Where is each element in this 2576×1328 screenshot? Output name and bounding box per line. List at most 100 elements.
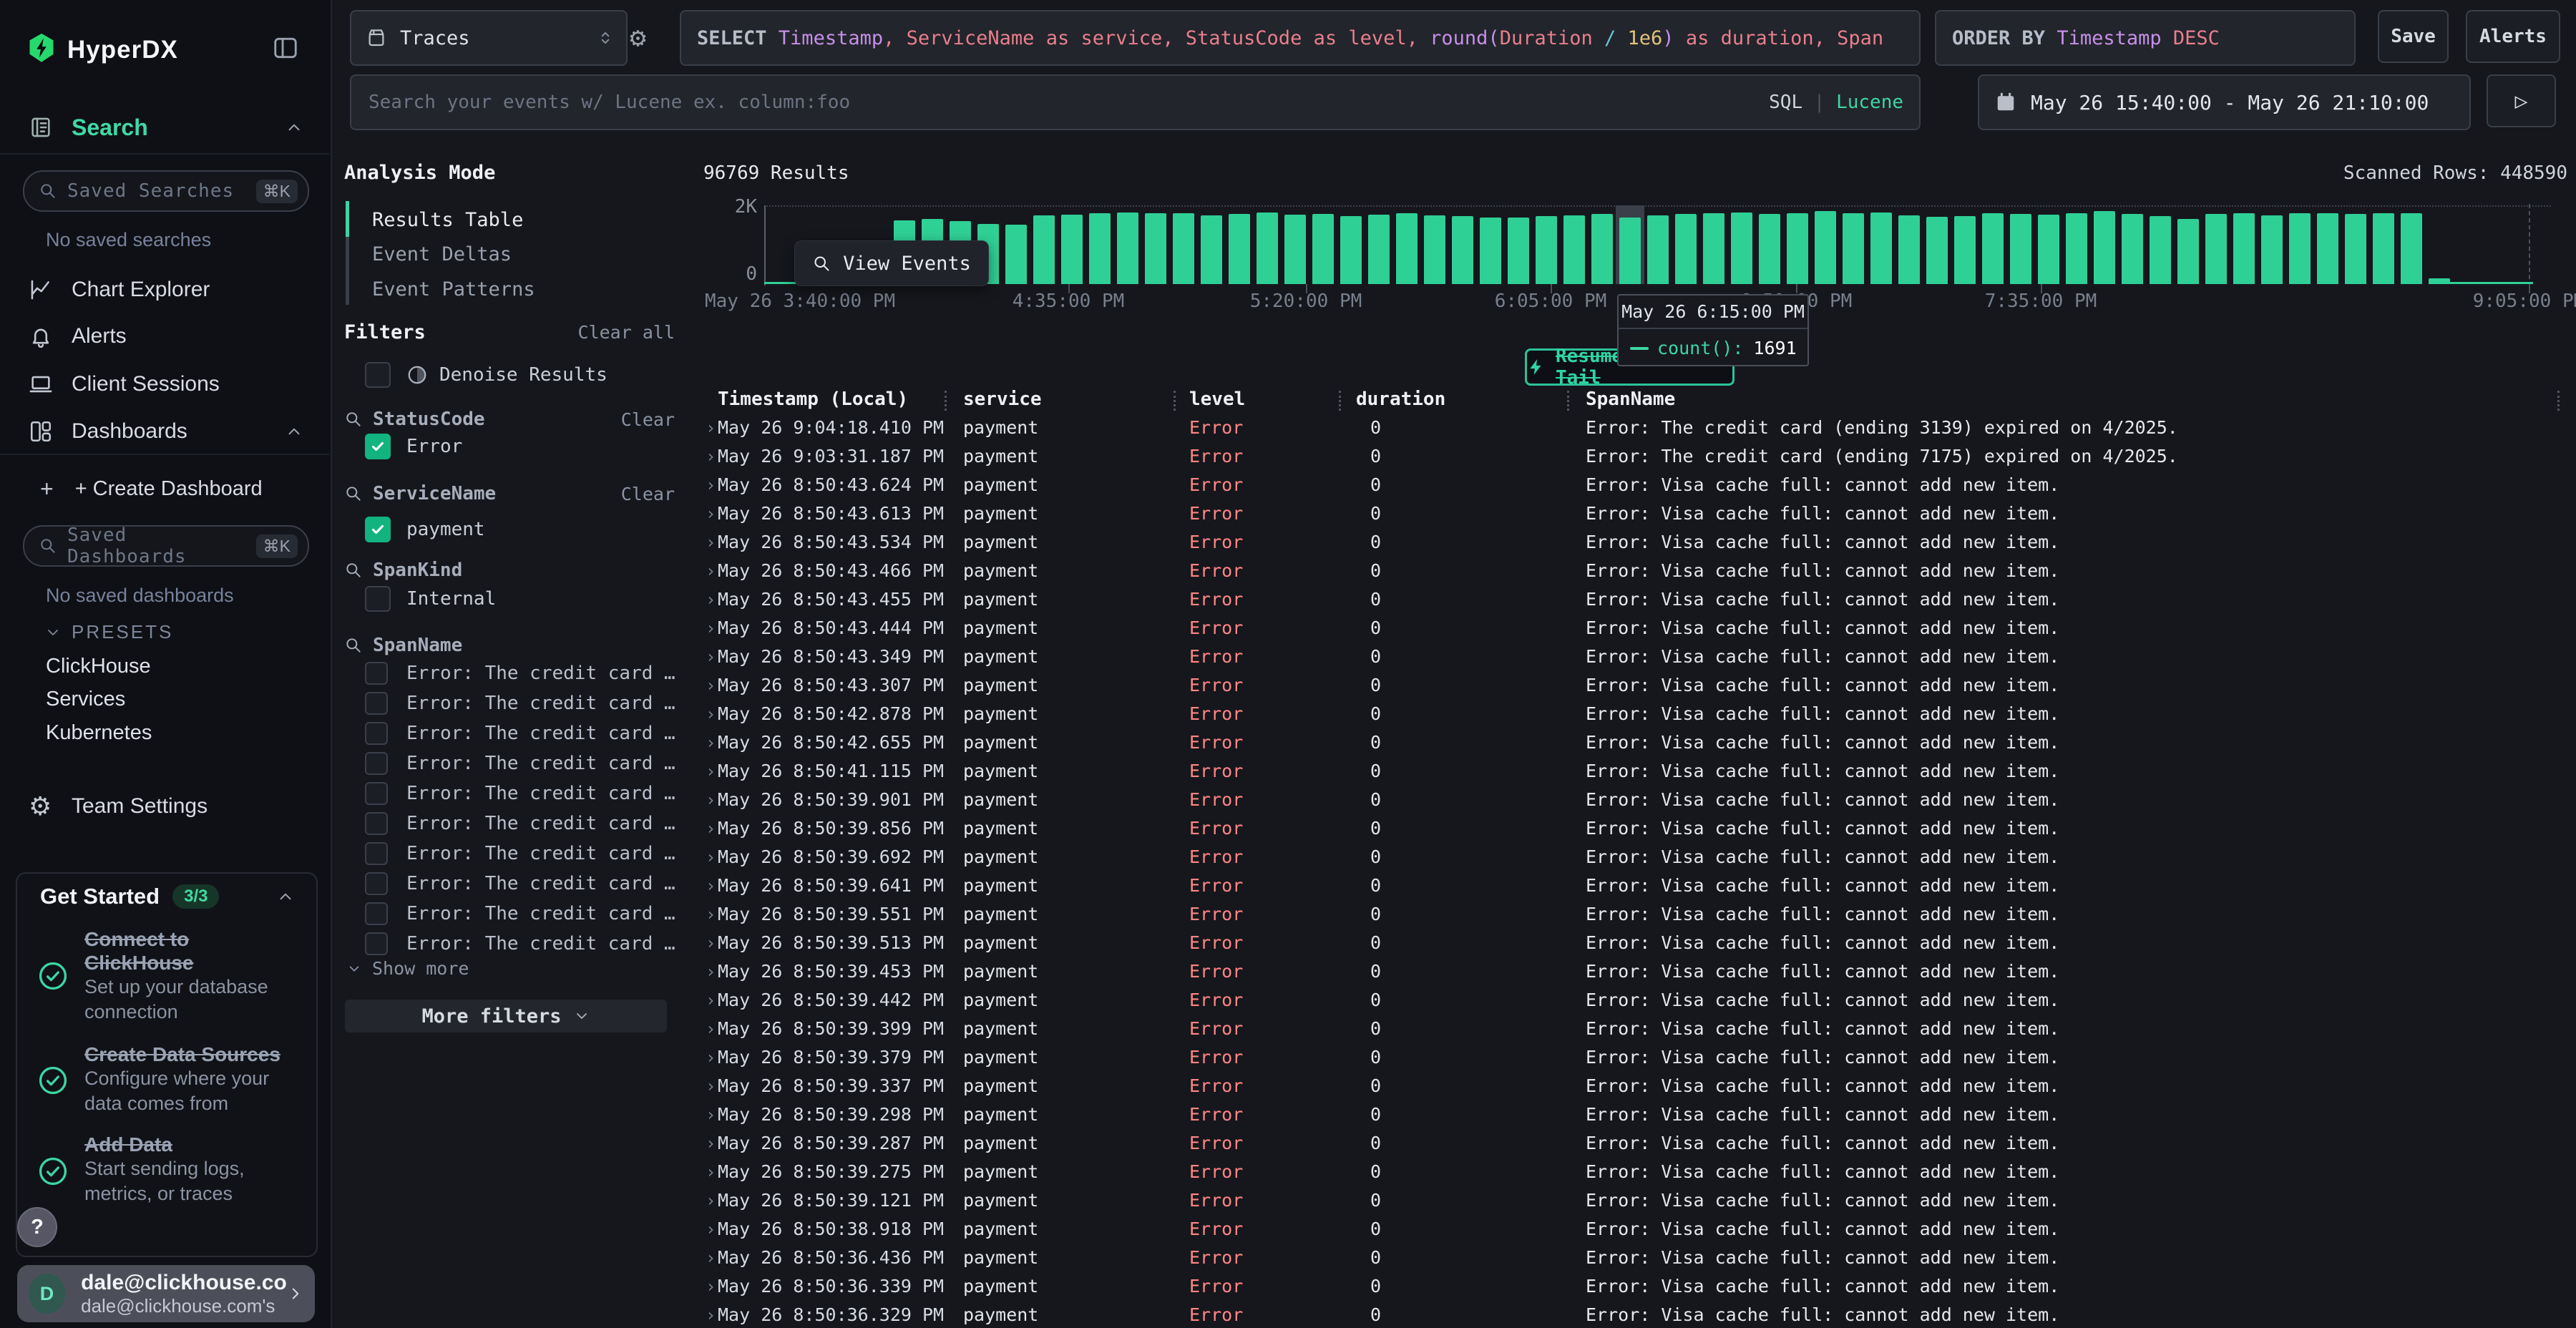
table-row[interactable]: › May 26 8:50:42.878 PM payment Error 0 Error… — [331, 700, 2576, 728]
col-header-duration[interactable]: duration — [1356, 389, 1446, 410]
table-row[interactable]: › May 26 8:50:39.275 PM payment Error 0 Error… — [331, 1158, 2576, 1186]
chevron-up-icon[interactable] — [276, 887, 295, 906]
checkbox-unchecked[interactable] — [365, 586, 391, 612]
chevron-up-icon[interactable] — [285, 422, 303, 441]
table-row[interactable]: › May 26 8:50:39.641 PM payment Error 0 Error… — [331, 872, 2576, 900]
chart-bar[interactable] — [1452, 216, 1473, 284]
row-expand-chevron-icon[interactable]: › — [706, 1248, 716, 1268]
search-input[interactable] — [367, 91, 1770, 114]
row-expand-chevron-icon[interactable]: › — [706, 675, 716, 695]
chart-bar[interactable] — [2401, 213, 2422, 284]
row-expand-chevron-icon[interactable]: › — [706, 790, 716, 810]
chart-bar[interactable] — [2261, 215, 2283, 284]
row-expand-chevron-icon[interactable]: › — [706, 1019, 716, 1039]
column-resize-handle[interactable] — [945, 391, 947, 411]
row-expand-chevron-icon[interactable]: › — [706, 990, 716, 1010]
table-row[interactable]: › May 26 8:50:39.692 PM payment Error 0 Error… — [331, 843, 2576, 872]
row-expand-chevron-icon[interactable]: › — [706, 761, 716, 781]
chart-bar[interactable] — [2122, 214, 2143, 284]
row-expand-chevron-icon[interactable]: › — [706, 1048, 716, 1068]
chart-bar[interactable] — [2205, 214, 2227, 284]
chart-bar[interactable] — [1117, 213, 1138, 284]
sidebar-item-search[interactable]: Search — [0, 107, 329, 147]
filter-checkbox-spanname[interactable]: Error: The credit card … — [365, 662, 675, 685]
sidebar-item-client-sessions[interactable]: Client Sessions — [0, 364, 329, 404]
saved-searches-input[interactable]: Saved Searches ⌘K — [23, 170, 309, 212]
denoise-results-checkbox[interactable]: Denoise Results — [365, 362, 608, 388]
chart-bar[interactable] — [1647, 215, 1669, 284]
chart-bar[interactable] — [1731, 213, 1752, 284]
table-row[interactable]: › May 26 8:50:42.655 PM payment Error 0 Error… — [331, 728, 2576, 757]
row-expand-chevron-icon[interactable]: › — [706, 475, 716, 495]
checkbox-unchecked[interactable] — [365, 362, 391, 388]
chart-bar[interactable] — [1145, 213, 1166, 284]
preset-item-clickhouse[interactable]: ClickHouse — [46, 655, 151, 678]
table-row[interactable]: › May 26 8:50:36.339 PM payment Error 0 Error… — [331, 1272, 2576, 1301]
alerts-button[interactable]: Alerts — [2466, 10, 2560, 63]
row-expand-chevron-icon[interactable]: › — [706, 647, 716, 667]
analysis-mode-event-patterns[interactable]: Event Patterns — [372, 278, 535, 301]
chart-bar[interactable] — [1675, 214, 1697, 284]
chart-bar[interactable] — [2094, 211, 2115, 284]
table-row[interactable]: › May 26 9:03:31.187 PM payment Error 0 Error… — [331, 442, 2576, 471]
analysis-mode-event-deltas[interactable]: Event Deltas — [372, 243, 512, 265]
row-expand-chevron-icon[interactable]: › — [706, 1276, 716, 1297]
chart-bar[interactable] — [1843, 213, 1864, 284]
filter-checkbox-spanname[interactable]: Error: The credit card … — [365, 842, 675, 865]
table-row[interactable]: › May 26 8:50:43.624 PM payment Error 0 Error… — [331, 471, 2576, 499]
table-row[interactable]: › May 26 8:50:39.287 PM payment Error 0 Error… — [331, 1129, 2576, 1158]
table-row[interactable]: › May 26 8:50:43.613 PM payment Error 0 Error… — [331, 499, 2576, 528]
chart-bar[interactable] — [2177, 219, 2199, 284]
chart-bar[interactable] — [1703, 213, 1724, 284]
table-row[interactable]: › May 26 8:50:39.453 PM payment Error 0 Error… — [331, 957, 2576, 986]
table-row[interactable]: › May 26 8:50:36.436 PM payment Error 0 Error… — [331, 1244, 2576, 1272]
preset-item-services[interactable]: Services — [46, 688, 126, 711]
checkbox-unchecked[interactable] — [365, 722, 388, 745]
chart-bar[interactable] — [1368, 215, 1390, 284]
checkbox-checked[interactable] — [365, 517, 391, 542]
checkbox-unchecked[interactable] — [365, 662, 388, 685]
row-expand-chevron-icon[interactable]: › — [706, 1191, 716, 1211]
chart-bar[interactable] — [1396, 213, 1418, 284]
table-row[interactable]: › May 26 8:50:39.121 PM payment Error 0 Error… — [331, 1186, 2576, 1215]
clear-filter-button[interactable]: Clear — [620, 483, 675, 504]
chart-bar[interactable] — [2038, 215, 2059, 284]
lang-toggle-lucene[interactable]: Lucene — [1836, 92, 1903, 113]
column-resize-handle[interactable] — [1174, 391, 1176, 411]
chart-bar[interactable] — [1954, 216, 1976, 284]
run-query-button[interactable]: ▷ — [2487, 74, 2556, 127]
chart-bar[interactable] — [2066, 213, 2087, 284]
row-expand-chevron-icon[interactable]: › — [706, 1162, 716, 1182]
chart-bar[interactable] — [2233, 213, 2255, 284]
table-row[interactable]: › May 26 8:50:39.513 PM payment Error 0 Error… — [331, 929, 2576, 957]
filter-checkbox-spanname[interactable]: Error: The credit card … — [365, 722, 675, 745]
row-expand-chevron-icon[interactable]: › — [706, 504, 716, 524]
table-row[interactable]: › May 26 8:50:43.307 PM payment Error 0 Error… — [331, 671, 2576, 700]
analysis-mode-results-table[interactable]: Results Table — [372, 209, 524, 231]
chart-bar[interactable] — [2429, 278, 2450, 284]
checkbox-unchecked[interactable] — [365, 842, 388, 865]
column-resize-handle[interactable] — [1567, 391, 1569, 411]
chart-bar[interactable] — [1173, 213, 1194, 284]
column-resize-handle[interactable] — [2557, 391, 2560, 411]
chart-bar[interactable] — [1759, 214, 1780, 284]
table-row[interactable]: › May 26 9:04:18.410 PM payment Error 0 Error… — [331, 414, 2576, 442]
row-expand-chevron-icon[interactable]: › — [706, 446, 716, 467]
table-row[interactable]: › May 26 8:50:43.444 PM payment Error 0 Error… — [331, 614, 2576, 643]
row-expand-chevron-icon[interactable]: › — [706, 532, 716, 552]
lang-toggle-sql[interactable]: SQL — [1769, 92, 1803, 113]
table-row[interactable]: › May 26 8:50:38.918 PM payment Error 0 Error… — [331, 1215, 2576, 1244]
chart-bar[interactable] — [1061, 215, 1083, 284]
save-button[interactable]: Save — [2378, 10, 2449, 63]
row-expand-chevron-icon[interactable]: › — [706, 962, 716, 982]
chart-bar[interactable] — [1201, 215, 1222, 284]
checkbox-unchecked[interactable] — [365, 782, 388, 805]
help-button[interactable]: ? — [17, 1207, 57, 1247]
table-row[interactable]: › May 26 8:50:43.349 PM payment Error 0 Error… — [331, 643, 2576, 671]
get-started-item[interactable]: Create Data Sources Configure where your … — [84, 1043, 299, 1116]
row-expand-chevron-icon[interactable]: › — [706, 590, 716, 610]
row-expand-chevron-icon[interactable]: › — [706, 876, 716, 896]
chart-bar[interactable] — [1005, 225, 1027, 284]
sidebar-item-dashboards[interactable]: Dashboards — [0, 411, 329, 451]
table-row[interactable]: › May 26 8:50:36.329 PM payment Error 0 Error… — [331, 1301, 2576, 1328]
